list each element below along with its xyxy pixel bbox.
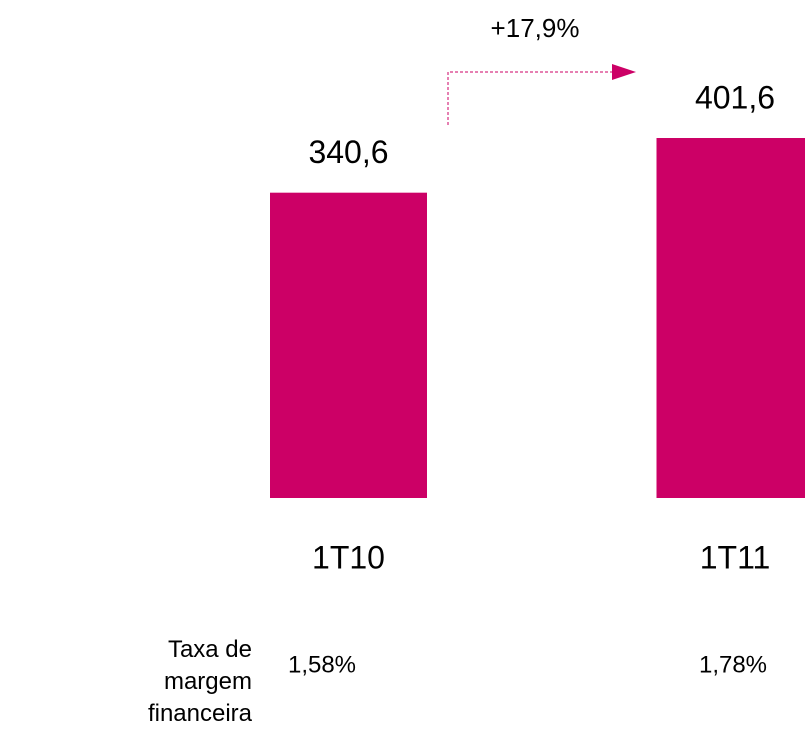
bar <box>657 138 805 498</box>
row-value: 1,58% <box>288 651 356 678</box>
change-arrow <box>448 72 612 125</box>
value-label: 340,6 <box>308 134 388 170</box>
bar <box>270 193 427 498</box>
value-label: 401,6 <box>695 79 775 115</box>
chart: +17,9% 340,6 1T10 401,6 1T11 1,58% 1,78% <box>0 0 805 698</box>
category-label: 1T10 <box>312 539 385 575</box>
arrow-head <box>612 64 636 80</box>
change-annotation: +17,9% <box>491 13 580 43</box>
row-label: Taxa de margem financeira <box>92 634 252 730</box>
row-value: 1,78% <box>699 651 767 678</box>
category-label: 1T11 <box>700 539 771 575</box>
